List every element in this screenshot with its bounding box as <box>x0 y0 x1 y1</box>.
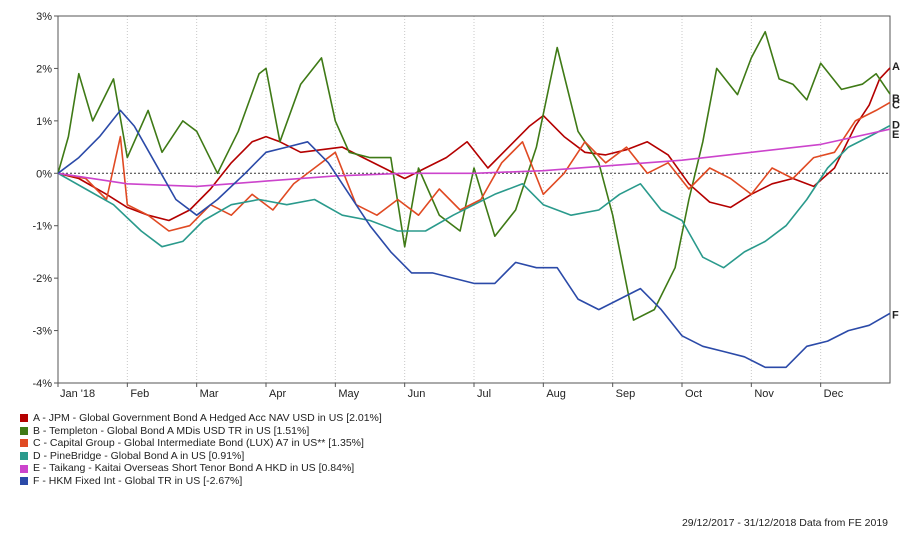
x-tick-label: Apr <box>269 388 286 400</box>
legend-label-a: A - JPM - Global Government Bond A Hedge… <box>33 412 382 424</box>
legend-label-d: D - PineBridge - Global Bond A in US [0.… <box>33 449 245 462</box>
x-tick-label: Nov <box>754 388 774 400</box>
source-footer: 29/12/2017 - 31/12/2018 Data from FE 201… <box>681 517 888 529</box>
legend-swatch-f <box>20 477 28 486</box>
series-end-label-e: E <box>892 129 899 141</box>
y-tick-label: -3% <box>32 326 52 338</box>
x-tick-label: Sep <box>616 388 636 400</box>
y-tick-label: -4% <box>32 378 52 390</box>
series-end-label-f: F <box>892 309 899 321</box>
y-tick-label: 1% <box>36 116 52 128</box>
y-tick-label: -1% <box>32 221 52 233</box>
legend-label-c: C - Capital Group - Global Intermediate … <box>33 437 364 450</box>
x-tick-label: Aug <box>546 388 566 400</box>
series-end-label-b: B <box>892 93 900 105</box>
legend-item-e[interactable]: E - Taikang - Kaitai Overseas Short Teno… <box>20 462 382 475</box>
series-line-d <box>57 124 891 269</box>
legend-item-c[interactable]: C - Capital Group - Global Intermediate … <box>20 437 382 450</box>
x-tick-label: Jul <box>477 388 491 400</box>
x-tick-label: Oct <box>685 388 702 400</box>
legend-label-e: E - Taikang - Kaitai Overseas Short Teno… <box>33 462 355 475</box>
legend-swatch-b <box>20 426 28 435</box>
legend-swatch-a <box>20 414 28 423</box>
line-chart: 3% 2% 1% 0% -1% -2% -3% -4% Jan '18 Feb Mar Apr May J… <box>32 11 900 400</box>
legend-item-a[interactable]: A - JPM - Global Government Bond A Hedge… <box>20 412 382 425</box>
y-tick-label: 0% <box>36 168 52 180</box>
series-end-label-c: C <box>892 100 900 112</box>
series-line-b <box>57 30 891 321</box>
y-tick-label: 3% <box>36 11 52 23</box>
y-tick-label: -2% <box>32 273 52 285</box>
series-line-c <box>57 101 891 232</box>
series-line-f <box>57 109 891 369</box>
series-line-e <box>57 128 891 188</box>
y-tick-label: 2% <box>36 63 52 75</box>
x-tick-label: Mar <box>200 388 219 400</box>
series-end-label-d: D <box>892 120 900 132</box>
x-tick-label: Jan '18 <box>60 388 95 400</box>
legend-swatch-c <box>20 439 28 448</box>
legend-swatch-e <box>20 464 28 473</box>
legend-swatch-d <box>20 452 28 461</box>
x-tick-label: Jun <box>408 388 426 400</box>
legend-item-f[interactable]: F - HKM Fixed Int - Global TR in US [-2.… <box>20 475 382 488</box>
legend-label-f: F - HKM Fixed Int - Global TR in US [-2.… <box>33 474 243 487</box>
legend-item-d[interactable]: D - PineBridge - Global Bond A in US [0.… <box>20 450 382 463</box>
x-tick-label: Feb <box>130 388 149 400</box>
legend: A - JPM - Global Government Bond A Hedge… <box>20 412 382 488</box>
x-tick-label: May <box>338 388 359 400</box>
legend-item-b[interactable]: B - Templeton - Global Bond A MDis USD T… <box>20 425 382 438</box>
legend-label-b: B - Templeton - Global Bond A MDis USD T… <box>33 424 310 437</box>
x-tick-label: Dec <box>824 388 844 400</box>
series-line-a <box>57 67 891 222</box>
series-end-label-a: A <box>892 61 900 73</box>
